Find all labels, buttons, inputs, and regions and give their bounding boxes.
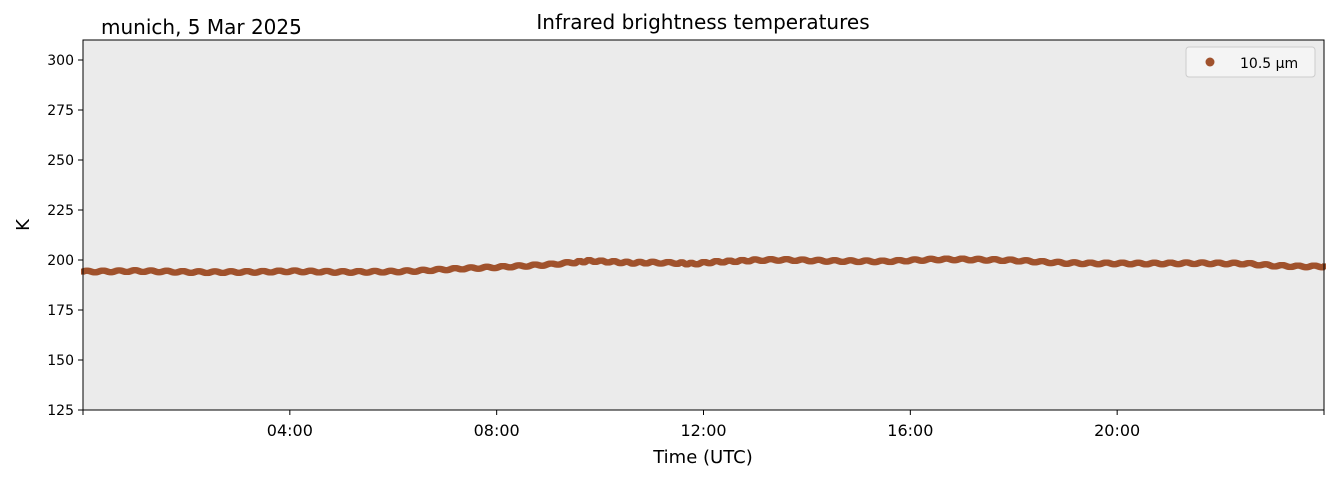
legend: 10.5 µm [1185,46,1316,78]
legend-box [1185,46,1316,78]
x-tick-label: 12:00 [680,421,726,440]
y-tick-label: 300 [47,53,74,69]
y-axis-title: K [13,218,34,231]
x-tick-label: 16:00 [887,421,933,440]
x-tick-label: 04:00 [267,421,313,440]
x-tick-label: 20:00 [1094,421,1140,440]
data-layer [81,255,1326,277]
y-tick-label: 225 [47,203,74,219]
y-tick-label: 125 [47,403,74,419]
chart-title: Infrared brightness temperatures [536,10,869,34]
series-points [81,255,1326,277]
location-date-label: munich, 5 Mar 2025 [101,15,302,39]
y-tick-label: 200 [47,253,74,269]
plot-area [83,40,1324,410]
y-axis: 125 150 175 200 225 250 275 300 [47,53,83,419]
y-tick-label: 150 [47,353,74,369]
y-tick-label: 250 [47,153,74,169]
y-tick-label: 175 [47,303,74,319]
legend-label: 10.5 µm [1240,56,1298,72]
x-axis-title: Time (UTC) [652,447,753,468]
legend-marker [1205,57,1215,67]
x-tick-label: 08:00 [474,421,520,440]
y-tick-label: 275 [47,103,74,119]
x-axis: 04:00 08:00 12:00 16:00 20:00 [82,410,1325,440]
